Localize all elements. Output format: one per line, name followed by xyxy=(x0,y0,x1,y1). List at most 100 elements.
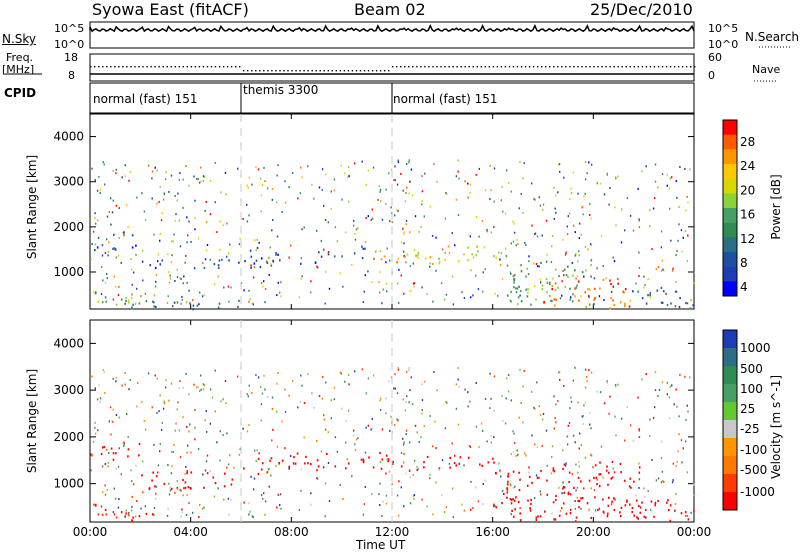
heatmap-cell xyxy=(257,457,260,460)
heatmap-cell xyxy=(169,274,171,277)
heatmap-cell xyxy=(452,487,454,490)
heatmap-cell xyxy=(161,259,164,262)
heatmap-cell xyxy=(259,266,262,269)
heatmap-cell xyxy=(105,513,107,516)
heatmap-cell xyxy=(603,193,606,196)
heatmap-cell xyxy=(168,399,170,402)
heatmap-cell xyxy=(126,413,128,415)
power-colorbar-tick: 8 xyxy=(740,256,748,270)
nave-point xyxy=(271,70,273,72)
heatmap-cell xyxy=(464,180,466,183)
heatmap-cell xyxy=(654,163,657,166)
heatmap-cell xyxy=(322,248,325,251)
heatmap-cell xyxy=(550,261,553,264)
heatmap-cell xyxy=(325,173,327,176)
heatmap-cell xyxy=(463,464,465,467)
heatmap-cell xyxy=(371,493,373,496)
heatmap-cell xyxy=(660,230,663,233)
heatmap-cell xyxy=(261,184,264,186)
heatmap-cell xyxy=(214,410,216,413)
heatmap-cell xyxy=(438,262,441,265)
heatmap-cell xyxy=(470,269,472,272)
heatmap-cell xyxy=(314,261,317,264)
heatmap-cell xyxy=(531,224,533,227)
heatmap-cell xyxy=(670,239,672,242)
heatmap-cell xyxy=(131,283,133,286)
heatmap-cell xyxy=(416,431,418,434)
nave-point xyxy=(581,66,583,68)
heatmap-cell xyxy=(445,293,448,296)
heatmap-cell xyxy=(477,288,480,291)
heatmap-cell xyxy=(458,177,460,180)
nave-point xyxy=(214,66,217,68)
heatmap-cell xyxy=(143,419,146,422)
heatmap-cell xyxy=(561,507,563,510)
heatmap-cell xyxy=(161,212,163,215)
heatmap-cell xyxy=(255,374,257,376)
heatmap-cell xyxy=(107,465,109,468)
heatmap-cell xyxy=(550,299,552,302)
heatmap-cell xyxy=(550,472,553,475)
heatmap-cell xyxy=(144,428,147,431)
heatmap-cell xyxy=(364,274,366,277)
heatmap-cell xyxy=(483,246,486,249)
heatmap-cell xyxy=(203,506,205,509)
heatmap-cell xyxy=(300,257,302,260)
heatmap-cell xyxy=(469,235,471,238)
heatmap-cell xyxy=(454,454,456,457)
heatmap-cell xyxy=(140,507,142,510)
heatmap-cell xyxy=(271,187,274,190)
heatmap-cell xyxy=(277,493,279,496)
heatmap-cell xyxy=(138,515,141,518)
heatmap-cell xyxy=(605,469,608,472)
heatmap-cell xyxy=(330,190,332,193)
heatmap-cell xyxy=(130,509,133,512)
heatmap-cell xyxy=(177,192,179,195)
heatmap-cell xyxy=(551,445,554,448)
heatmap-cell xyxy=(327,251,330,253)
heatmap-cell xyxy=(652,207,655,210)
heatmap-cell xyxy=(614,175,617,178)
heatmap-cell xyxy=(168,271,170,274)
nave-point xyxy=(355,70,358,72)
heatmap-cell xyxy=(677,450,679,453)
heatmap-cell xyxy=(201,507,204,510)
heatmap-cell xyxy=(183,487,185,490)
heatmap-cell xyxy=(154,374,156,377)
heatmap-cell xyxy=(509,498,512,501)
heatmap-cell xyxy=(598,507,601,510)
heatmap-cell xyxy=(183,275,185,278)
heatmap-cell xyxy=(276,382,278,385)
heatmap-cell xyxy=(167,253,169,255)
heatmap-cell xyxy=(418,441,420,443)
heatmap-cell xyxy=(202,175,205,178)
heatmap-cell xyxy=(353,162,356,165)
heatmap-cell xyxy=(288,465,291,468)
heatmap-cell xyxy=(626,197,629,200)
heatmap-cell xyxy=(530,502,532,506)
heatmap-cell xyxy=(686,471,688,474)
heatmap-cell xyxy=(290,244,292,247)
heatmap-cell xyxy=(125,299,127,302)
heatmap-cell xyxy=(186,494,188,496)
heatmap-cell xyxy=(558,486,560,489)
heatmap-cell xyxy=(249,249,252,252)
heatmap-cell xyxy=(563,463,566,466)
heatmap-cell xyxy=(154,485,156,488)
heatmap-cell xyxy=(226,432,228,435)
heatmap-cell xyxy=(403,292,405,295)
heatmap-cell xyxy=(409,265,412,268)
heatmap-cell xyxy=(594,496,596,499)
heatmap-cell xyxy=(607,512,609,515)
nsky-tick-top: 10^5 xyxy=(54,22,85,35)
heatmap-cell xyxy=(361,245,363,248)
heatmap-cell xyxy=(570,508,572,511)
nave-point xyxy=(226,66,229,68)
heatmap-cell xyxy=(95,291,97,294)
heatmap-cell xyxy=(177,401,179,404)
heatmap-cell xyxy=(567,492,570,496)
heatmap-cell xyxy=(651,458,653,461)
heatmap-cell xyxy=(552,277,554,280)
heatmap-cell xyxy=(541,234,543,237)
heatmap-cell xyxy=(151,177,153,180)
